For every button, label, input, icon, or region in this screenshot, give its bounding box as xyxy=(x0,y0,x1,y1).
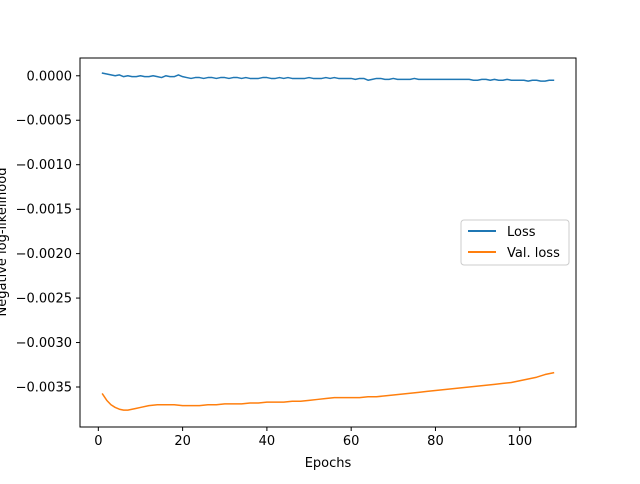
x-axis-ticks: 0 20 40 60 80 100 xyxy=(94,427,532,449)
y-tick-label: −0.0010 xyxy=(16,158,72,173)
y-tick-label: −0.0030 xyxy=(16,336,72,351)
y-tick-label: −0.0005 xyxy=(16,114,72,129)
y-tick-label: −0.0015 xyxy=(16,203,72,218)
y-axis-ticks: 0.0000 −0.0005 −0.0010 −0.0015 −0.0020 −0.002… xyxy=(16,69,80,395)
x-tick-label: 60 xyxy=(343,434,360,449)
x-tick-label: 0 xyxy=(94,434,102,449)
series-line-val-loss xyxy=(101,371,555,411)
x-tick-label: 20 xyxy=(174,434,191,449)
plot-lines xyxy=(101,72,555,411)
x-tick-label: 100 xyxy=(507,434,532,449)
y-tick-label: −0.0025 xyxy=(16,292,72,307)
legend-label-loss: Loss xyxy=(507,225,536,240)
y-tick-label: 0.0000 xyxy=(27,69,73,84)
x-tick-label: 40 xyxy=(259,434,276,449)
axes-frame xyxy=(79,57,577,428)
x-axis-label: Epochs xyxy=(305,456,352,471)
legend-label-val-loss: Val. loss xyxy=(507,246,560,261)
y-tick-label: −0.0035 xyxy=(16,380,72,395)
y-axis-label: Negative log-likelihood xyxy=(0,168,10,317)
x-tick-label: 80 xyxy=(427,434,444,449)
series-line-loss xyxy=(101,72,555,82)
y-tick-label: −0.0020 xyxy=(16,247,72,262)
legend: Loss Val. loss xyxy=(460,219,570,266)
